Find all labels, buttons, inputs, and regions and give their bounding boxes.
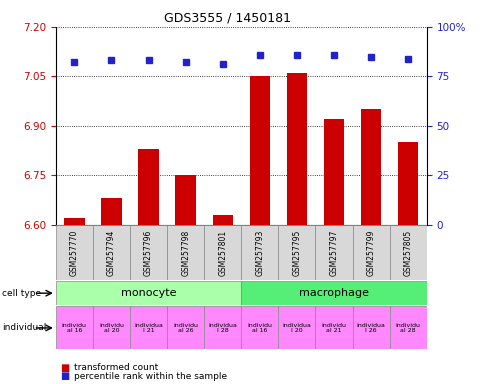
Text: GSM257794: GSM257794: [106, 229, 116, 276]
Text: GSM257798: GSM257798: [181, 229, 190, 276]
Text: individu
al 16: individu al 16: [61, 323, 87, 333]
Bar: [397, 142, 418, 225]
Bar: [212, 215, 232, 225]
Bar: [56, 306, 93, 349]
Bar: [241, 225, 278, 280]
Bar: [93, 306, 130, 349]
Text: GDS3555 / 1450181: GDS3555 / 1450181: [164, 12, 291, 25]
Text: transformed count: transformed count: [74, 363, 158, 372]
Bar: [315, 306, 352, 349]
Bar: [93, 225, 130, 280]
Bar: [166, 225, 204, 280]
Bar: [278, 225, 315, 280]
Bar: [130, 306, 166, 349]
Text: individu
al 16: individu al 16: [247, 323, 272, 333]
Bar: [101, 198, 121, 225]
Bar: [204, 306, 241, 349]
Text: individu
al 26: individu al 26: [173, 323, 198, 333]
Text: individua
l 26: individua l 26: [356, 323, 385, 333]
Text: ■: ■: [60, 363, 70, 373]
Bar: [64, 218, 84, 225]
Text: individu
al 21: individu al 21: [321, 323, 346, 333]
Text: GSM257801: GSM257801: [218, 229, 227, 276]
Text: individu
al 28: individu al 28: [395, 323, 420, 333]
Bar: [360, 109, 380, 225]
Bar: [204, 225, 241, 280]
Bar: [278, 306, 315, 349]
Text: GSM257793: GSM257793: [255, 229, 264, 276]
Text: GSM257805: GSM257805: [403, 229, 412, 276]
Text: GSM257795: GSM257795: [292, 229, 301, 276]
Text: individua
l 28: individua l 28: [208, 323, 237, 333]
Bar: [315, 225, 352, 280]
Text: individua
l 21: individua l 21: [134, 323, 163, 333]
Text: percentile rank within the sample: percentile rank within the sample: [74, 372, 227, 381]
Text: individua
l 20: individua l 20: [282, 323, 311, 333]
Text: GSM257796: GSM257796: [144, 229, 153, 276]
Text: macrophage: macrophage: [299, 288, 368, 298]
Text: GSM257799: GSM257799: [366, 229, 375, 276]
Bar: [138, 149, 158, 225]
Text: individu
al 20: individu al 20: [99, 323, 124, 333]
Bar: [389, 225, 426, 280]
Text: GSM257770: GSM257770: [70, 229, 79, 276]
Bar: [130, 225, 166, 280]
Bar: [56, 281, 241, 305]
Bar: [166, 306, 204, 349]
Text: individual: individual: [2, 323, 46, 333]
Text: cell type: cell type: [2, 289, 42, 298]
Bar: [249, 76, 270, 225]
Bar: [241, 281, 426, 305]
Bar: [352, 225, 389, 280]
Bar: [389, 306, 426, 349]
Bar: [241, 306, 278, 349]
Bar: [175, 175, 196, 225]
Text: monocyte: monocyte: [121, 288, 176, 298]
Text: ■: ■: [60, 371, 70, 381]
Bar: [286, 73, 306, 225]
Bar: [323, 119, 344, 225]
Text: GSM257797: GSM257797: [329, 229, 338, 276]
Bar: [352, 306, 389, 349]
Bar: [56, 225, 93, 280]
